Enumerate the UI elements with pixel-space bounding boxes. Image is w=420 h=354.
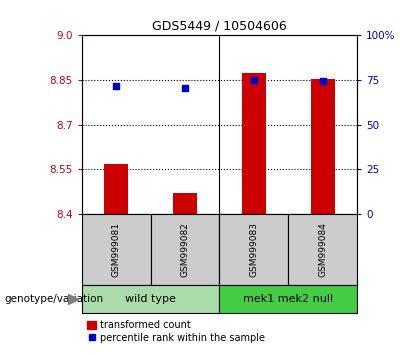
Text: wild type: wild type — [125, 294, 176, 304]
Bar — [288, 214, 357, 285]
Point — [113, 84, 120, 89]
Point — [250, 77, 257, 83]
Bar — [151, 214, 220, 285]
Bar — [242, 73, 266, 214]
Point — [319, 78, 326, 84]
Bar — [220, 285, 357, 313]
Bar — [173, 193, 197, 214]
Bar — [82, 214, 151, 285]
Legend: transformed count, percentile rank within the sample: transformed count, percentile rank withi… — [87, 320, 265, 343]
Bar — [310, 79, 335, 214]
Title: GDS5449 / 10504606: GDS5449 / 10504606 — [152, 20, 287, 33]
Text: GSM999082: GSM999082 — [181, 222, 189, 277]
Text: GSM999081: GSM999081 — [112, 222, 121, 277]
Text: GSM999084: GSM999084 — [318, 222, 327, 277]
Bar — [82, 285, 220, 313]
Text: mek1 mek2 null: mek1 mek2 null — [243, 294, 333, 304]
Text: GSM999083: GSM999083 — [249, 222, 258, 277]
Text: genotype/variation: genotype/variation — [4, 294, 103, 304]
Point — [182, 85, 189, 91]
Bar — [220, 214, 288, 285]
Bar — [104, 164, 129, 214]
